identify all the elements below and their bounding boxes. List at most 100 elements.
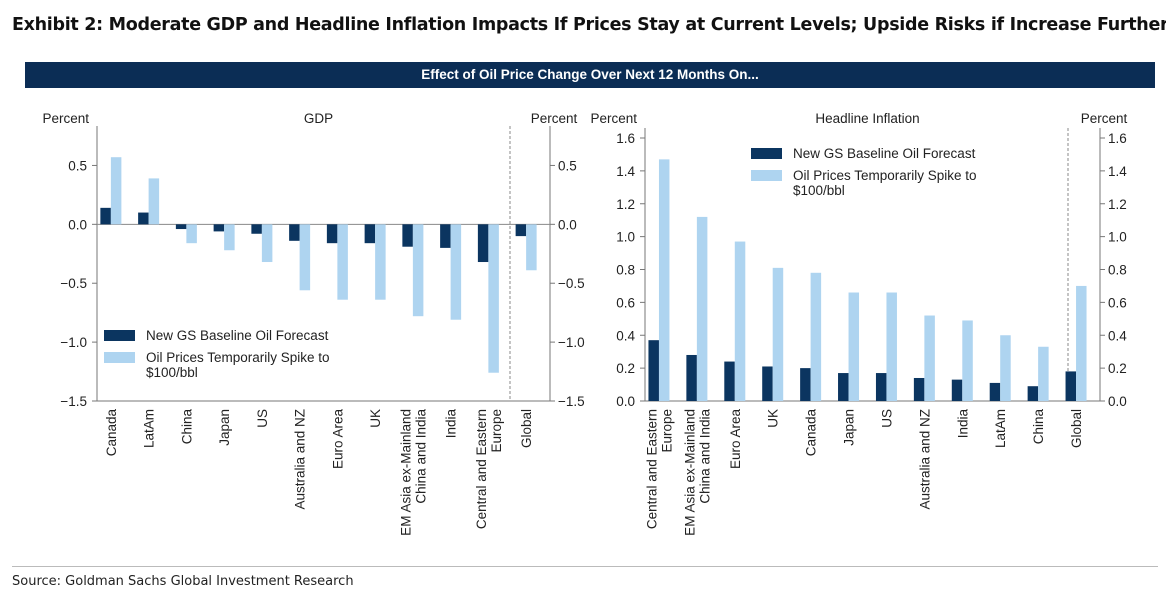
- category-label-line: US: [879, 409, 894, 428]
- category-label: LatAm: [993, 409, 1008, 448]
- legend-label: New GS Baseline Oil Forecast: [146, 328, 329, 343]
- y-tick-label-right: 1.0: [1108, 230, 1127, 245]
- y-tick-label-left: 1.0: [616, 230, 635, 245]
- category-label-line: Europe: [659, 409, 674, 453]
- category-label-line: Canada: [804, 409, 819, 457]
- bar-spike: [488, 224, 499, 373]
- bar-spike: [734, 241, 746, 401]
- bar-spike: [110, 157, 122, 225]
- banner: Effect of Oil Price Change Over Next 12 …: [25, 62, 1155, 88]
- bar-spike: [924, 315, 935, 401]
- category-label: China: [179, 409, 194, 445]
- y-tick-label-left: 0.0: [616, 394, 635, 409]
- y-tick-label-left: 0.4: [616, 328, 635, 343]
- category-label: China: [1031, 409, 1046, 445]
- y-tick-label-right: −0.5: [558, 276, 585, 291]
- category-label: Australia and NZ: [293, 409, 308, 510]
- bar-spike: [299, 224, 311, 291]
- category-label: Canada: [104, 409, 119, 457]
- y-tick-label-right: 0.6: [1108, 295, 1127, 310]
- bar-spike: [962, 320, 973, 401]
- bar-baseline: [800, 368, 811, 401]
- y-tick-label-right: −1.0: [558, 335, 585, 350]
- bar-baseline: [440, 224, 451, 248]
- y-tick-label-left: 0.2: [616, 361, 635, 376]
- y-axis-title-left: Percent: [590, 111, 637, 126]
- y-tick-label-left: 1.4: [616, 164, 635, 179]
- bar-spike: [148, 178, 160, 225]
- category-label-line: Global: [1069, 409, 1084, 448]
- y-tick-label-right: 0.8: [1108, 263, 1127, 278]
- bar-baseline: [989, 382, 1001, 401]
- category-label-line: China and India: [697, 409, 712, 504]
- legend-swatch-baseline: [104, 330, 135, 341]
- bar-baseline: [251, 224, 262, 234]
- category-label: LatAm: [142, 409, 157, 448]
- bar-baseline: [875, 373, 887, 401]
- category-label: US: [255, 409, 270, 428]
- bar-spike: [186, 224, 197, 244]
- bar-spike: [337, 224, 348, 300]
- y-tick-label-left: 0.0: [68, 217, 87, 232]
- category-label: Australia and NZ: [917, 409, 932, 510]
- bar-baseline: [138, 212, 149, 225]
- bar-spike: [224, 224, 235, 251]
- category-label-line: China and India: [413, 409, 428, 504]
- category-label: EM Asia ex-Mainland China and India: [682, 409, 712, 536]
- bar-spike: [1000, 335, 1011, 401]
- bar-baseline: [289, 224, 300, 241]
- category-label-line: Central and Eastern: [474, 409, 489, 529]
- y-tick-label-right: 0.4: [1108, 328, 1127, 343]
- bar-baseline: [477, 224, 489, 263]
- category-label-line: China: [1031, 409, 1046, 445]
- category-label-line: UK: [766, 409, 781, 428]
- exhibit-title: Exhibit 2: Moderate GDP and Headline Inf…: [12, 15, 1166, 35]
- y-axis-title-left: Percent: [42, 111, 89, 126]
- legend-swatch-spike: [104, 352, 135, 363]
- y-tick-label-left: 1.6: [616, 131, 635, 146]
- chart-title: GDP: [304, 111, 333, 126]
- category-label: Global: [1069, 409, 1084, 448]
- bar-baseline: [175, 224, 187, 230]
- category-label-line: Australia and NZ: [917, 409, 932, 510]
- category-label-line: Euro Area: [728, 409, 743, 470]
- bar-spike: [658, 159, 670, 401]
- y-tick-label-right: 1.4: [1108, 164, 1127, 179]
- category-label: Euro Area: [728, 409, 743, 470]
- category-label: US: [879, 409, 894, 428]
- y-tick-label-left: 0.8: [616, 263, 635, 278]
- category-label-line: Europe: [489, 409, 504, 453]
- bar-baseline: [724, 361, 735, 401]
- y-tick-label-right: 1.6: [1108, 131, 1127, 146]
- legend-label: New GS Baseline Oil Forecast: [793, 146, 976, 161]
- category-label: UK: [368, 409, 383, 428]
- bar-baseline: [326, 224, 338, 244]
- bar-baseline: [1065, 371, 1077, 401]
- source-note: Source: Goldman Sachs Global Investment …: [12, 574, 354, 589]
- category-label-line: Japan: [217, 409, 232, 446]
- bar-baseline: [515, 224, 527, 237]
- category-label: India: [444, 409, 459, 439]
- legend-swatch-spike: [751, 170, 782, 181]
- bar-spike: [1076, 285, 1087, 401]
- category-label-line: LatAm: [142, 409, 157, 448]
- category-label-line: Japan: [842, 409, 857, 446]
- category-label-line: EM Asia ex-Mainland: [398, 409, 413, 536]
- category-label: EM Asia ex-Mainland China and India: [398, 409, 428, 536]
- legend-swatch-baseline: [751, 148, 782, 159]
- category-label-line: LatAm: [993, 409, 1008, 448]
- category-label: Japan: [842, 409, 857, 446]
- bar-baseline: [213, 224, 225, 232]
- y-tick-label-right: 0.0: [558, 217, 577, 232]
- category-label-line: Global: [519, 409, 534, 448]
- bar-baseline: [100, 207, 111, 225]
- category-label-line: Central and Eastern: [644, 409, 659, 529]
- y-axis-title-right: Percent: [531, 111, 578, 126]
- bar-spike: [261, 224, 273, 263]
- category-label: Central and Eastern Europe: [474, 409, 504, 529]
- bar-spike: [450, 224, 462, 320]
- y-tick-label-right: 0.0: [1108, 394, 1127, 409]
- bar-baseline: [686, 354, 697, 401]
- y-tick-label-left: −1.0: [60, 335, 87, 350]
